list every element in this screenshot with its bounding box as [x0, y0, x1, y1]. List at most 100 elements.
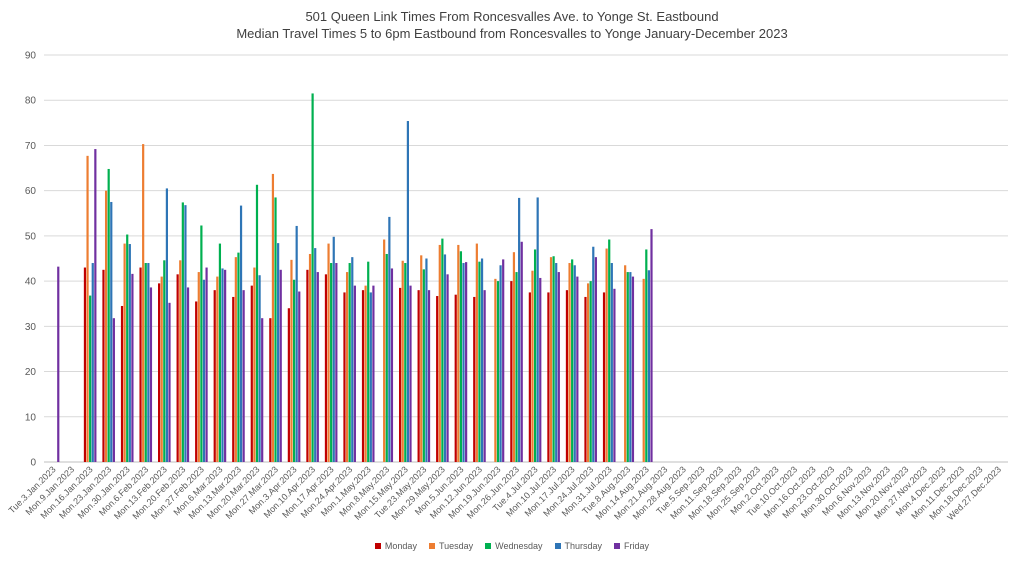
bar-friday — [631, 276, 635, 462]
bar-thursday — [128, 244, 131, 462]
bar-friday — [650, 229, 653, 462]
bar-friday — [483, 290, 486, 462]
bar-thursday — [165, 188, 168, 462]
bar-monday — [176, 274, 179, 462]
legend-item-wednesday: Wednesday — [485, 541, 543, 551]
bar-wednesday — [255, 184, 259, 463]
bar-wednesday — [218, 243, 222, 462]
bar-thursday — [480, 258, 484, 462]
bar-tuesday — [86, 155, 89, 462]
bar-tuesday — [179, 260, 182, 462]
bar-wednesday — [237, 252, 240, 462]
bar-friday — [465, 262, 468, 462]
bar-monday — [343, 292, 346, 462]
bar-tuesday — [216, 276, 219, 462]
bar-monday — [287, 308, 290, 462]
bar-friday — [372, 285, 375, 462]
bar-tuesday — [457, 244, 460, 462]
y-tick-label: 50 — [25, 231, 37, 242]
bar-tuesday — [401, 260, 404, 462]
legend-label: Monday — [384, 541, 417, 551]
bar-monday — [232, 296, 235, 462]
bar-wednesday — [496, 281, 500, 462]
bar-friday — [279, 269, 282, 462]
bar-friday — [520, 241, 523, 462]
bar-wednesday — [107, 168, 110, 462]
bar-tuesday — [197, 272, 200, 462]
bar-tuesday — [642, 278, 645, 462]
bar-tuesday — [549, 257, 553, 462]
bar-thursday — [388, 216, 391, 462]
bar-thursday — [573, 265, 576, 462]
bar-friday — [224, 269, 227, 462]
bar-wednesday — [292, 279, 296, 462]
bar-monday — [269, 318, 272, 462]
bar-thursday — [91, 263, 94, 462]
bar-tuesday — [345, 272, 349, 462]
bar-tuesday — [475, 243, 478, 462]
legend-item-thursday: Thursday — [554, 541, 602, 551]
y-tick-label: 90 — [25, 51, 37, 62]
y-tick-label: 10 — [25, 412, 37, 423]
bar-thursday — [406, 121, 409, 463]
y-tick-label: 30 — [25, 322, 37, 333]
legend-swatch — [554, 543, 561, 549]
bar-tuesday — [327, 243, 330, 462]
bar-thursday — [110, 201, 113, 462]
bar-thursday — [425, 258, 428, 462]
bar-tuesday — [420, 255, 423, 462]
y-tick-label: 60 — [25, 186, 37, 197]
bar-tuesday — [494, 278, 497, 462]
bar-friday — [316, 272, 319, 462]
bar-friday — [335, 263, 338, 462]
bar-monday — [417, 290, 420, 462]
bar-monday — [547, 292, 550, 462]
bar-wednesday — [200, 225, 203, 462]
bar-monday — [454, 294, 457, 462]
bar-friday — [261, 318, 264, 462]
bar-tuesday — [383, 239, 386, 462]
bar-wednesday — [645, 249, 648, 462]
bar-monday — [158, 283, 161, 462]
bar-tuesday — [624, 265, 627, 462]
legend-swatch — [614, 543, 621, 549]
bar-wednesday — [274, 197, 277, 462]
bar-tuesday — [586, 283, 590, 462]
legend-label: Friday — [624, 541, 650, 551]
chart-subtitle: Median Travel Times 5 to 6pm Eastbound f… — [236, 26, 788, 41]
legend-swatch — [485, 543, 492, 549]
bar-wednesday — [571, 259, 574, 462]
bar-wednesday — [459, 251, 463, 462]
bar-wednesday — [626, 272, 629, 462]
bar-tuesday — [142, 144, 145, 462]
bar-tuesday — [253, 267, 256, 462]
bar-thursday — [499, 265, 502, 462]
bar-thursday — [221, 268, 224, 462]
bar-monday — [473, 296, 476, 462]
bar-monday — [584, 296, 587, 462]
bar-monday — [83, 267, 87, 462]
legend-item-monday: Monday — [374, 541, 417, 551]
bar-thursday — [462, 263, 465, 462]
bar-monday — [102, 269, 105, 462]
chart-title: 501 Queen Link Times From Roncesvalles A… — [305, 9, 719, 24]
bar-friday — [131, 273, 134, 462]
bar-friday — [168, 302, 171, 462]
bar-monday — [250, 285, 253, 462]
bar-friday — [205, 267, 208, 462]
bar-wednesday — [552, 256, 555, 462]
y-tick-label: 40 — [25, 277, 37, 288]
bar-thursday — [592, 246, 595, 462]
legend: Monday Tuesday Wednesday Thursday Friday — [0, 541, 1024, 551]
bar-wednesday — [181, 202, 184, 463]
bar-tuesday — [104, 190, 108, 463]
bar-wednesday — [126, 234, 129, 462]
bar-friday — [613, 288, 616, 462]
bar-tuesday — [605, 248, 608, 462]
bar-monday — [361, 290, 365, 462]
bar-friday — [112, 318, 115, 462]
bar-friday — [576, 276, 579, 462]
bar-tuesday — [568, 263, 571, 462]
